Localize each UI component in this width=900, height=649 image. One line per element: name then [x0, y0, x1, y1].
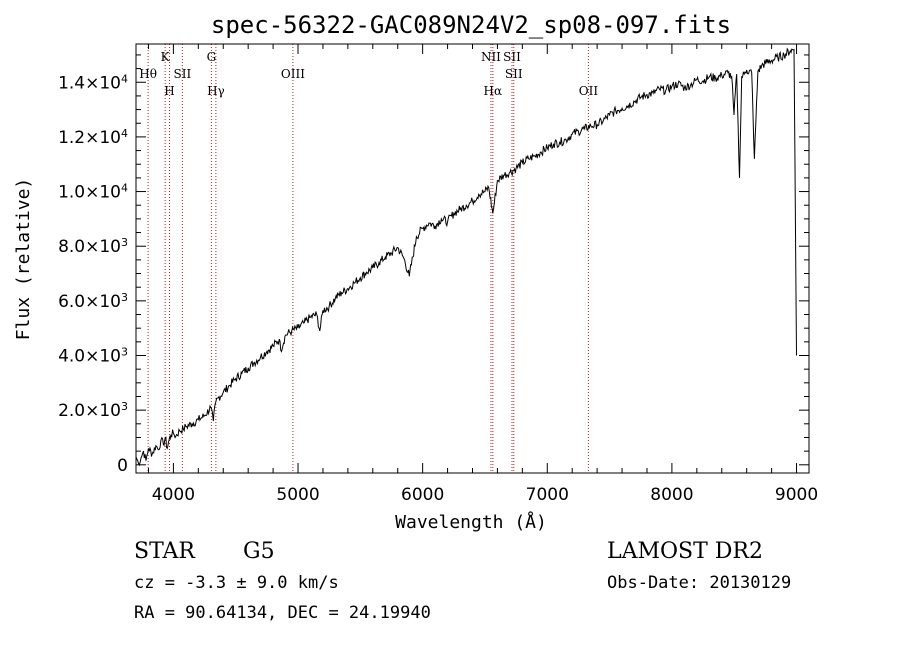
line-label: NII	[481, 50, 501, 64]
y-axis: 0 2.0×103 4.0×103 6.0×103 8.0×103 1.0×104 1.2×…	[58, 54, 809, 476]
plot-frame	[135, 43, 810, 474]
x-axis: 4000 5000 6000 7000 8000 9000	[147, 44, 818, 505]
y-tick-label: 1.0×104	[58, 181, 128, 203]
line-label: G	[207, 50, 217, 64]
y-tick-label: 0	[117, 456, 128, 476]
x-tick-label: 4000	[152, 485, 195, 505]
line-label: OIII	[281, 67, 305, 81]
y-tick-label: 2.0×103	[58, 400, 128, 422]
line-label: OII	[579, 84, 599, 98]
line-label: SII	[505, 67, 523, 81]
x-tick-label: 7000	[526, 485, 569, 505]
redshift-info: cz = -3.3 ± 9.0 km/s	[134, 573, 339, 593]
y-tick-label: 8.0×103	[58, 236, 128, 258]
y-tick-label: 1.4×104	[58, 72, 128, 94]
line-label: Hγ	[207, 84, 225, 98]
line-label: SII	[503, 50, 521, 64]
observation-date: Obs-Date: 20130129	[607, 573, 792, 593]
chart-title: spec-56322-GAC089N24V2_sp08-097.fits	[211, 11, 731, 39]
coordinates-info: RA = 90.64134, DEC = 24.19940	[134, 603, 431, 623]
x-tick-label: 6000	[401, 485, 444, 505]
line-label: SII	[174, 67, 192, 81]
x-tick-label: 5000	[276, 485, 319, 505]
object-subclass: G5	[243, 539, 275, 564]
y-tick-label: 1.2×104	[58, 126, 128, 148]
line-label: Hθ	[139, 67, 157, 81]
line-label: H	[164, 84, 174, 98]
survey-name: LAMOST DR2	[607, 539, 763, 564]
y-axis-label: Flux (relative)	[13, 178, 34, 341]
object-class: STAR	[134, 539, 195, 564]
emission-line-markers	[147, 44, 589, 473]
line-label: K	[161, 50, 171, 64]
x-tick-label: 8000	[650, 485, 693, 505]
spectrum-line	[135, 47, 797, 467]
x-axis-label: Wavelength (Å)	[395, 511, 547, 533]
x-tick-label: 9000	[775, 485, 818, 505]
line-label: Hα	[484, 84, 503, 98]
y-tick-label: 4.0×103	[58, 345, 128, 367]
y-tick-label: 6.0×103	[58, 290, 128, 312]
